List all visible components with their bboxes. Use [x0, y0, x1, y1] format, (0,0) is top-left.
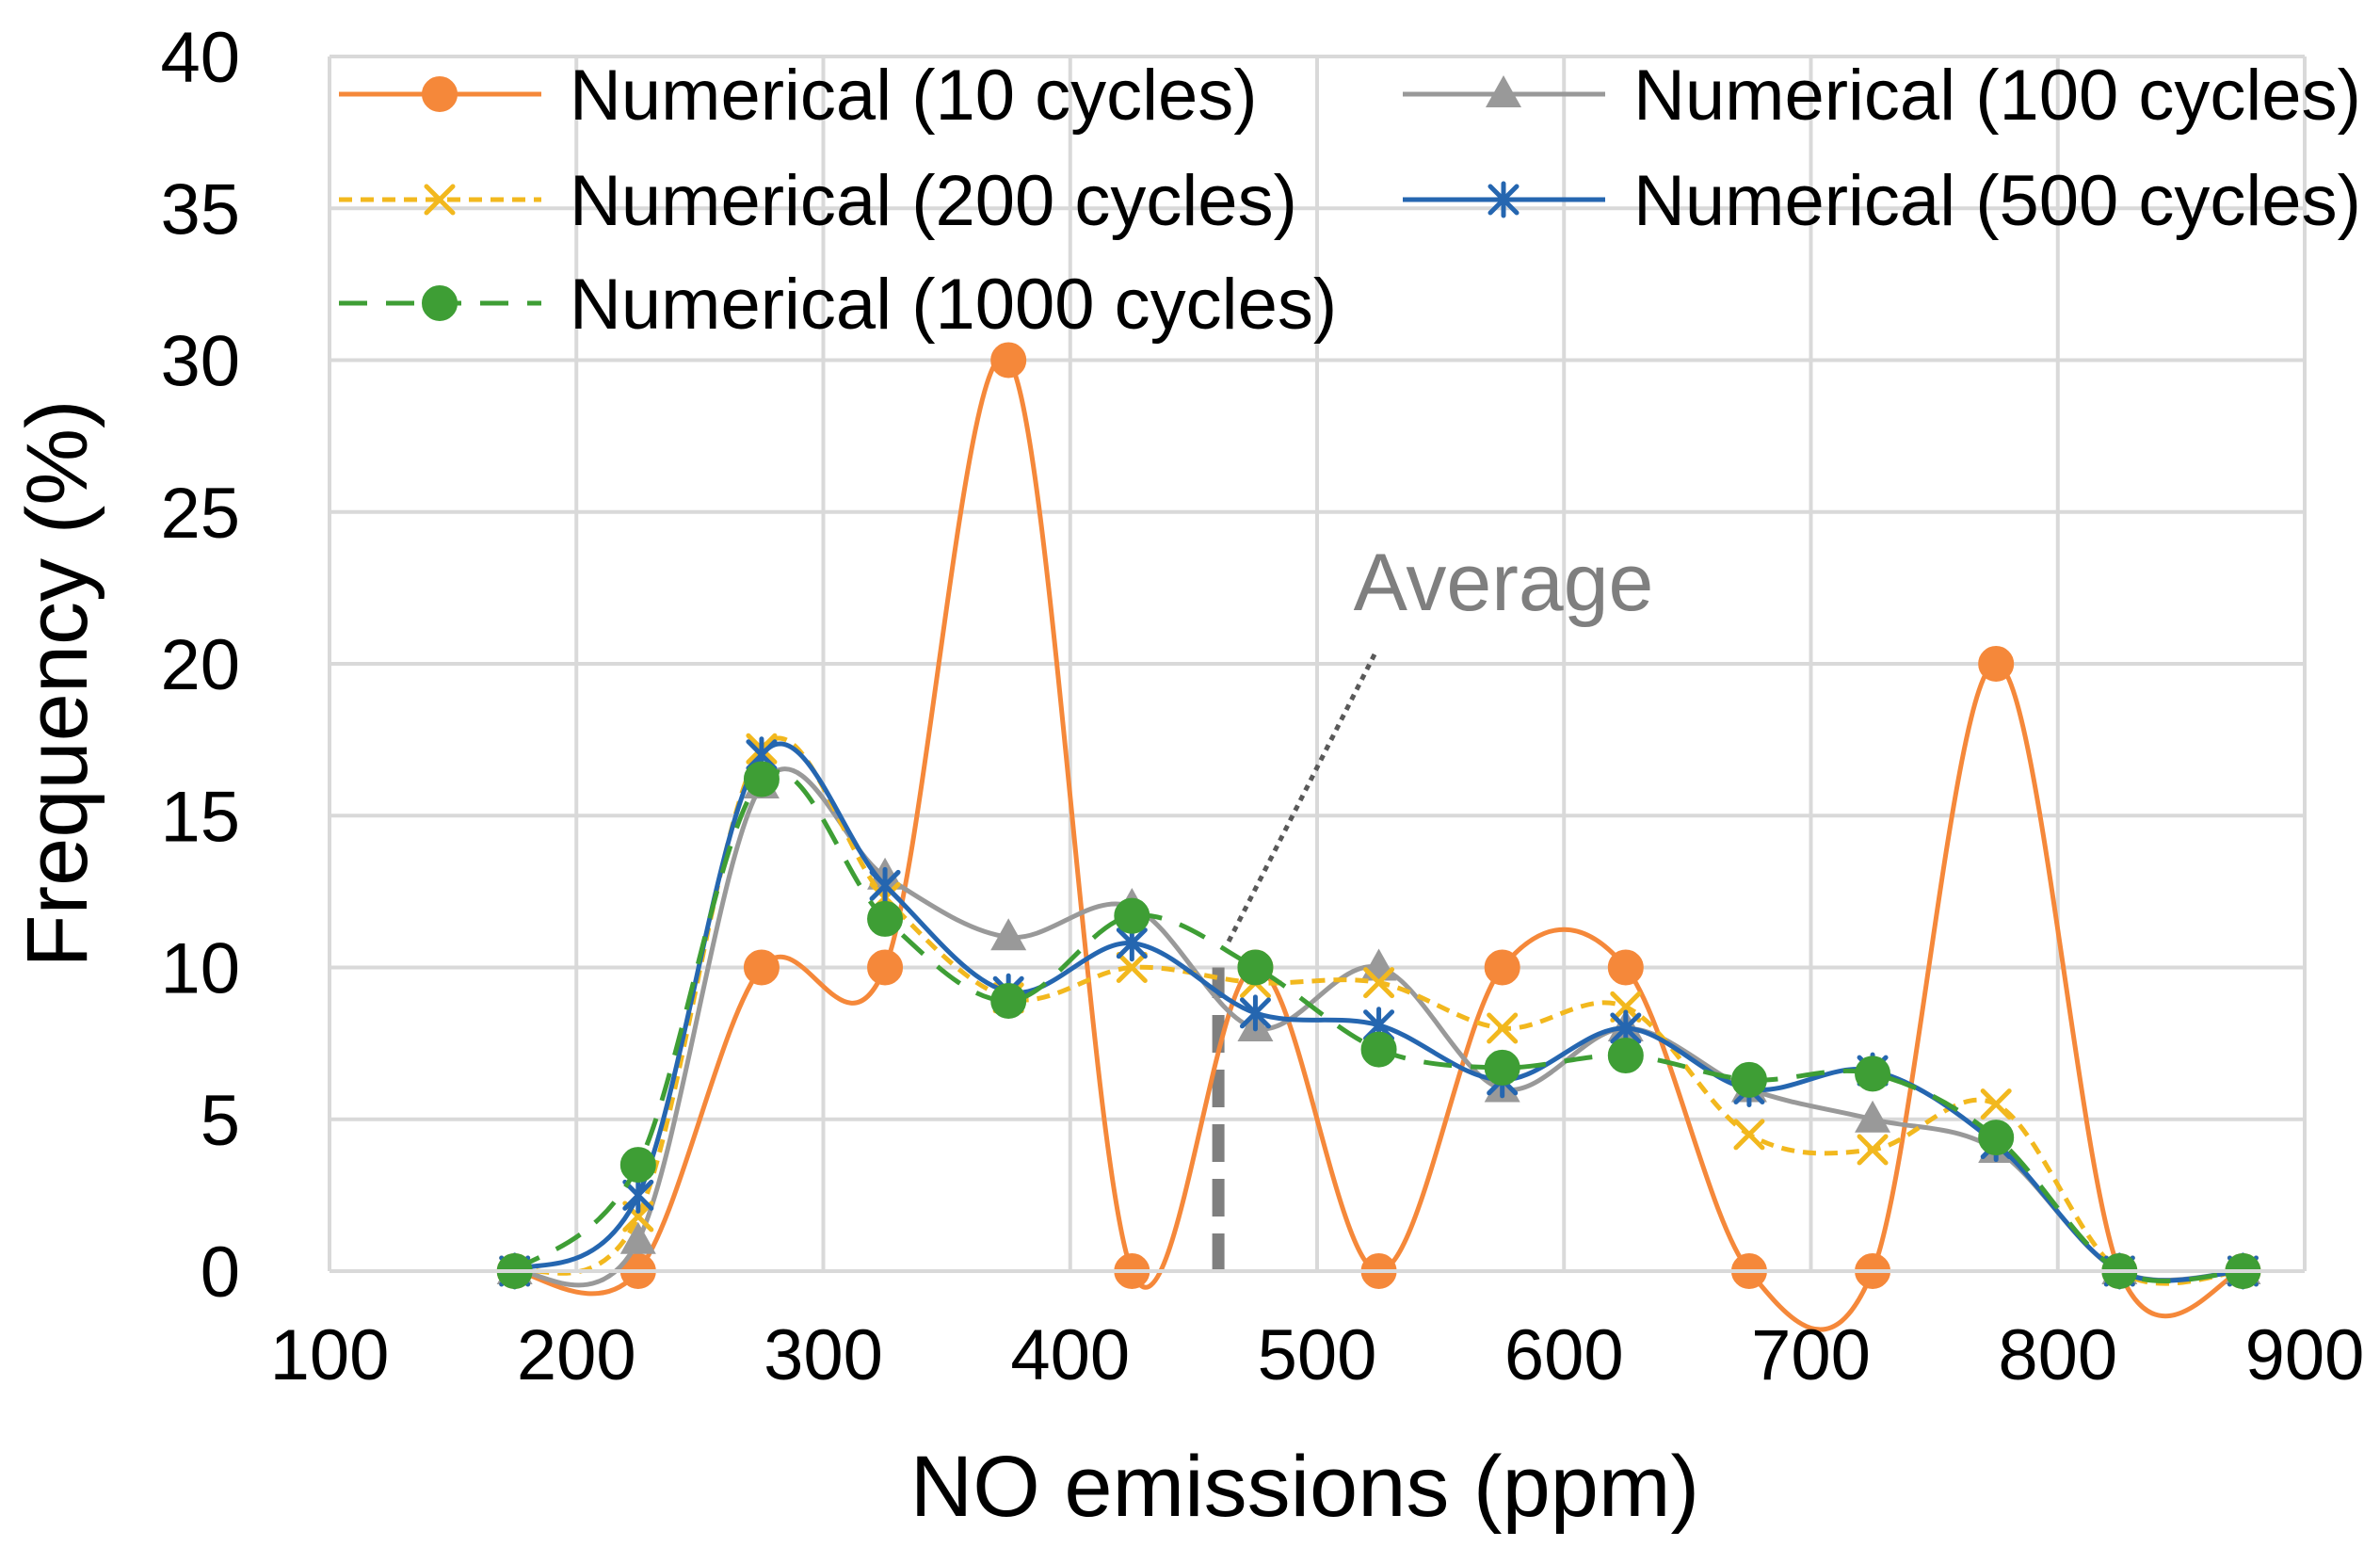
data-point — [1607, 1038, 1644, 1074]
legend-marker — [422, 76, 458, 112]
data-point — [743, 761, 780, 798]
x-tick-label: 300 — [764, 1315, 883, 1395]
x-axis-title: NO emissions (ppm) — [910, 1439, 1699, 1535]
x-tick-label: 900 — [2245, 1315, 2365, 1395]
data-point — [1855, 1056, 1891, 1092]
data-point — [1487, 1012, 1519, 1044]
data-point — [867, 900, 904, 937]
data-point — [1855, 1100, 1891, 1133]
x-tick-label: 500 — [1258, 1315, 1377, 1395]
y-tick-label: 15 — [160, 777, 240, 857]
x-tick-label: 700 — [1751, 1315, 1871, 1395]
average-pointer — [1226, 653, 1377, 943]
legend-marker — [1486, 75, 1521, 107]
legend-label: Numerical (10 cycles) — [570, 56, 1258, 136]
legend-entry: Numerical (10 cycles) — [339, 56, 1258, 136]
y-tick-label: 20 — [160, 625, 240, 705]
data-point-stroke — [1610, 991, 1642, 1023]
legend-marker — [424, 184, 456, 216]
x-tick-label: 400 — [1010, 1315, 1130, 1395]
y-tick-label: 30 — [160, 322, 240, 402]
data-point — [1730, 1061, 1767, 1098]
average-annotation: Average — [1212, 538, 1654, 1271]
data-point — [1978, 1120, 2015, 1156]
data-point-stroke — [1980, 1088, 2012, 1120]
data-point — [1607, 949, 1644, 986]
data-point — [990, 982, 1027, 1019]
legend: Numerical (10 cycles) Numerical (100 cycl… — [339, 56, 2361, 345]
y-tick-label: 5 — [201, 1081, 240, 1161]
data-point — [1610, 991, 1642, 1023]
data-point — [1484, 1049, 1520, 1086]
data-point — [869, 866, 901, 904]
legend-label: Numerical (100 cycles) — [1633, 56, 2361, 136]
data-point — [1733, 1119, 1765, 1151]
data-point — [619, 1221, 656, 1254]
data-point — [867, 949, 904, 986]
x-tick-label: 200 — [517, 1315, 636, 1395]
data-point — [990, 918, 1027, 951]
data-point-stroke — [622, 1201, 654, 1233]
data-point — [1237, 949, 1274, 986]
y-tick-label: 35 — [160, 169, 240, 250]
x-tick-label: 800 — [1998, 1315, 2117, 1395]
data-point — [743, 949, 780, 986]
legend-entry: Numerical (1000 cycles) — [339, 265, 1337, 345]
data-point — [1484, 949, 1520, 986]
y-tick-label: 10 — [160, 929, 240, 1009]
legend-entry: Numerical (200 cycles) — [339, 161, 1297, 241]
axes: 100 200 300 400 500 600 700 800 900 0 5 10 15 20 25 30 3… — [160, 18, 2364, 1395]
data-point — [1114, 897, 1150, 934]
series-4 — [496, 761, 2261, 1289]
legend-label: Numerical (500 cycles) — [1633, 161, 2361, 241]
data-point — [1239, 994, 1271, 1032]
data-point — [1980, 1088, 2012, 1120]
data-point-stroke — [1857, 1134, 1889, 1166]
data-point — [1978, 646, 2015, 682]
legend-marker-stroke — [424, 184, 456, 216]
data-point-stroke — [1116, 952, 1148, 983]
series-line — [514, 354, 2243, 1332]
data-point — [1363, 967, 1395, 999]
average-label: Average — [1354, 538, 1654, 628]
legend-entry: Numerical (500 cycles) — [1403, 161, 2361, 241]
data-point — [1116, 952, 1148, 983]
series-line — [513, 769, 2243, 1284]
data-point — [1360, 1031, 1397, 1068]
legend-label: Numerical (1000 cycles) — [570, 265, 1337, 345]
y-tick-label: 0 — [201, 1233, 240, 1313]
data-point — [1857, 1134, 1889, 1166]
y-tick-label: 40 — [160, 18, 240, 98]
x-tick-label: 100 — [270, 1315, 390, 1395]
data-point — [622, 1176, 654, 1214]
x-tick-label: 600 — [1504, 1315, 1624, 1395]
data-point — [619, 1147, 656, 1184]
legend-marker — [422, 285, 458, 321]
y-tick-label: 25 — [160, 474, 240, 554]
data-point — [990, 342, 1027, 379]
data-point-stroke — [1487, 1012, 1519, 1044]
legend-label: Numerical (200 cycles) — [570, 161, 1297, 241]
legend-marker — [1488, 181, 1520, 218]
data-point-stroke — [1363, 967, 1395, 999]
y-axis-title: Frequency (%) — [9, 399, 105, 967]
data-point-stroke — [1733, 1119, 1765, 1151]
legend-entry: Numerical (100 cycles) — [1403, 56, 2361, 136]
